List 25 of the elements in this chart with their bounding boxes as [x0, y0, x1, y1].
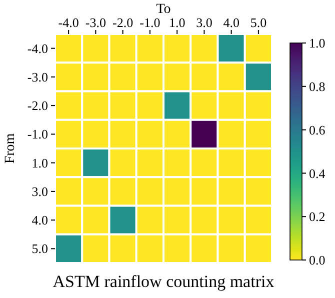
text: ASTM rainflow counting matrix — [52, 272, 275, 291]
x-tick-label: 5.0 — [250, 15, 267, 30]
y-tick-label: -3.0 — [27, 69, 48, 84]
x-tick-label: 1.0 — [168, 15, 186, 30]
x-tick-label: -2.0 — [112, 15, 134, 30]
x-tick-label: -3.0 — [85, 15, 106, 30]
y-tick-label: 5.0 — [32, 241, 48, 256]
y-tick-label: -1.0 — [27, 126, 48, 142]
color-bar-label: 0.6 — [309, 122, 326, 138]
color-bar-label: 0.2 — [309, 209, 326, 224]
y-axis-title: From — [3, 133, 18, 164]
x-tick-label: 4.0 — [223, 15, 240, 30]
y-tick-label: 1.0 — [32, 155, 48, 170]
x-axis-title: To — [156, 2, 171, 17]
y-tick-label: -4.0 — [27, 40, 48, 56]
color-bar-label: 1.0 — [309, 36, 326, 51]
x-tick-label: 3.0 — [196, 15, 212, 30]
y-tick-label: 3.0 — [32, 184, 48, 199]
x-tick-label: -1.0 — [140, 15, 160, 30]
x-tick-label: -4.0 — [58, 15, 79, 30]
color-bar-label: 0.8 — [309, 78, 326, 94]
color-bar-label: 0.4 — [309, 166, 326, 181]
y-tick-label: 4.0 — [32, 212, 48, 228]
y-tick-label: -2.0 — [27, 98, 48, 114]
color-bar-label: 0.0 — [309, 252, 326, 268]
